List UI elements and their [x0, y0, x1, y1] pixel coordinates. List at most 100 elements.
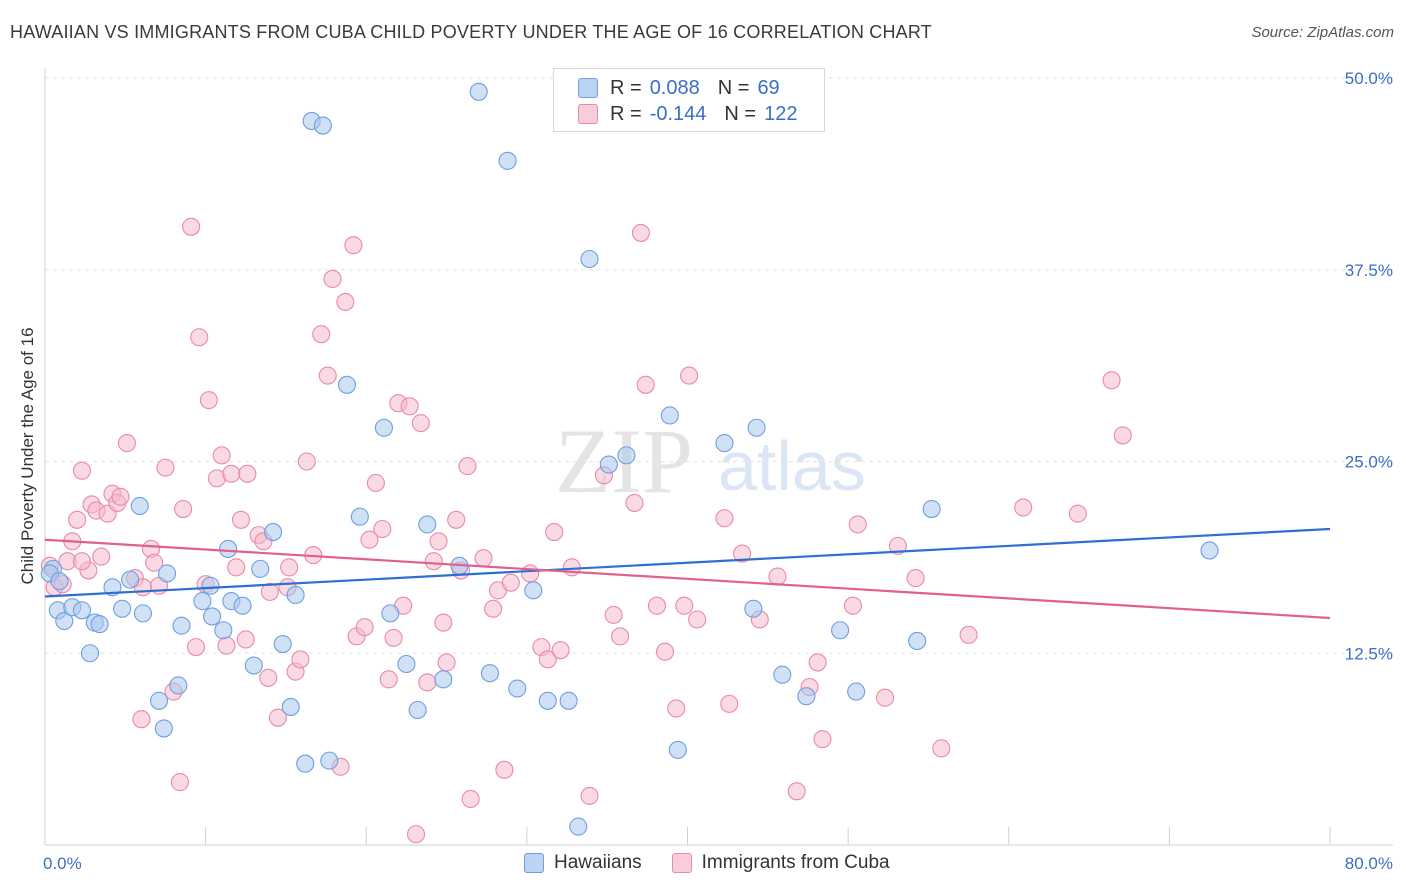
hawaiians-point	[214, 621, 233, 640]
hawaiians-point	[72, 601, 91, 620]
hawaiians-point	[480, 664, 499, 683]
cuba-point	[366, 473, 385, 493]
hawaiians-point	[154, 719, 173, 738]
hawaiians-point	[434, 670, 453, 689]
cuba-point	[604, 605, 623, 624]
hawaiians-point	[397, 654, 416, 674]
cuba-point	[182, 217, 201, 236]
cuba-point	[72, 461, 91, 480]
hawaiians-point	[350, 507, 369, 526]
cuba-point	[808, 653, 827, 672]
cuba-point	[461, 789, 480, 809]
cuba-point	[199, 391, 218, 410]
cuba-point	[355, 618, 374, 637]
legend-r-value: -0.144	[649, 102, 707, 125]
cuba-point	[400, 397, 419, 416]
cuba-point	[117, 434, 136, 453]
cuba-point	[551, 641, 570, 660]
scatter-points	[40, 82, 1219, 844]
hawaiians-point	[408, 700, 427, 720]
y-tick-label: 37.5%	[1345, 261, 1393, 280]
hawaiians-point	[922, 500, 941, 519]
cuba-point	[260, 582, 279, 601]
cuba-point	[610, 627, 630, 646]
cuba-point	[932, 739, 951, 758]
cuba-point	[336, 292, 355, 312]
hawaiians-point	[281, 697, 300, 716]
hawaiians-point	[599, 455, 618, 474]
cuba-point	[111, 487, 130, 506]
hawaiians-point	[244, 656, 263, 675]
correlation-legend: R = 0.088 N = 69 R = -0.144 N = 122	[553, 68, 825, 132]
x-tick-label: 80.0%	[1345, 854, 1393, 873]
tick-labels: 12.5% 25.0% 37.5% 50.0% 0.0% 80.0%	[43, 69, 1393, 873]
hawaiians-point	[1200, 541, 1219, 560]
hawaiians-point	[169, 676, 188, 695]
cuba-point	[484, 599, 503, 618]
hawaiians-point	[524, 581, 543, 600]
cuba-point	[447, 510, 466, 529]
cuba-point	[424, 552, 443, 571]
hawaiians-point	[617, 446, 636, 465]
cuba-point	[190, 328, 209, 347]
cuba-point	[291, 650, 310, 669]
cuba-point	[888, 536, 907, 555]
cuba-point	[667, 699, 686, 718]
hawaiians-point	[469, 82, 488, 101]
cuba-point	[715, 509, 734, 528]
hawaiians-point	[201, 576, 220, 595]
cuba-point	[675, 596, 694, 615]
hawaiians-point	[264, 523, 283, 542]
hawaiians-point	[172, 616, 191, 635]
cuba-point	[145, 553, 164, 572]
cuba-point	[312, 325, 331, 344]
cuba-point	[259, 668, 278, 687]
cuba-point	[434, 613, 453, 632]
cuba-point	[344, 236, 363, 255]
hawaiians-point	[103, 578, 122, 597]
cuba-point	[495, 760, 514, 779]
cuba-point	[318, 366, 337, 385]
hawaiians-point	[121, 570, 140, 589]
hawaiians-point	[55, 611, 74, 631]
hawaiians-point	[158, 564, 177, 583]
hawaiians-point	[715, 434, 734, 453]
cuba-point	[212, 446, 231, 465]
x-tick-label: 0.0%	[43, 854, 82, 873]
legend-swatch-pink	[578, 104, 598, 124]
cuba-point	[222, 464, 241, 483]
hawaiians-point	[747, 418, 766, 437]
hawaiians-point	[80, 644, 100, 663]
cuba-point	[843, 596, 862, 615]
cuba-point	[876, 688, 895, 707]
hawaiians-point	[908, 631, 927, 651]
cuba-point	[227, 558, 246, 577]
cuba-point	[1014, 498, 1033, 517]
hawaiians-point	[569, 817, 588, 836]
y-tick-label: 25.0%	[1345, 453, 1393, 472]
cuba-point	[231, 510, 251, 529]
y-axis-label: Child Poverty Under the Age of 16	[18, 327, 37, 585]
hawaiians-point	[251, 559, 270, 578]
hawaiians-point	[847, 682, 866, 701]
cuba-point	[501, 573, 520, 592]
cuba-point	[186, 638, 206, 657]
cuba-point	[1113, 426, 1132, 445]
cuba-point	[437, 653, 456, 672]
cuba-point	[787, 782, 806, 801]
hawaiians-point	[233, 596, 252, 615]
cuba-point	[411, 414, 430, 433]
hawaiians-point	[296, 754, 315, 773]
cuba-point	[848, 515, 867, 534]
cuba-point	[720, 694, 739, 713]
cuba-point	[959, 625, 978, 644]
y-tick-label: 12.5%	[1345, 644, 1393, 663]
hawaiians-point	[130, 496, 149, 516]
cuba-point	[384, 628, 403, 647]
legend-r-label: R =	[610, 102, 642, 125]
hawaiians-point	[313, 116, 332, 135]
cuba-point	[655, 642, 675, 661]
cuba-point	[236, 630, 255, 649]
series-legend: Hawaiians Immigrants from Cuba	[524, 852, 920, 874]
cuba-point	[280, 558, 299, 577]
